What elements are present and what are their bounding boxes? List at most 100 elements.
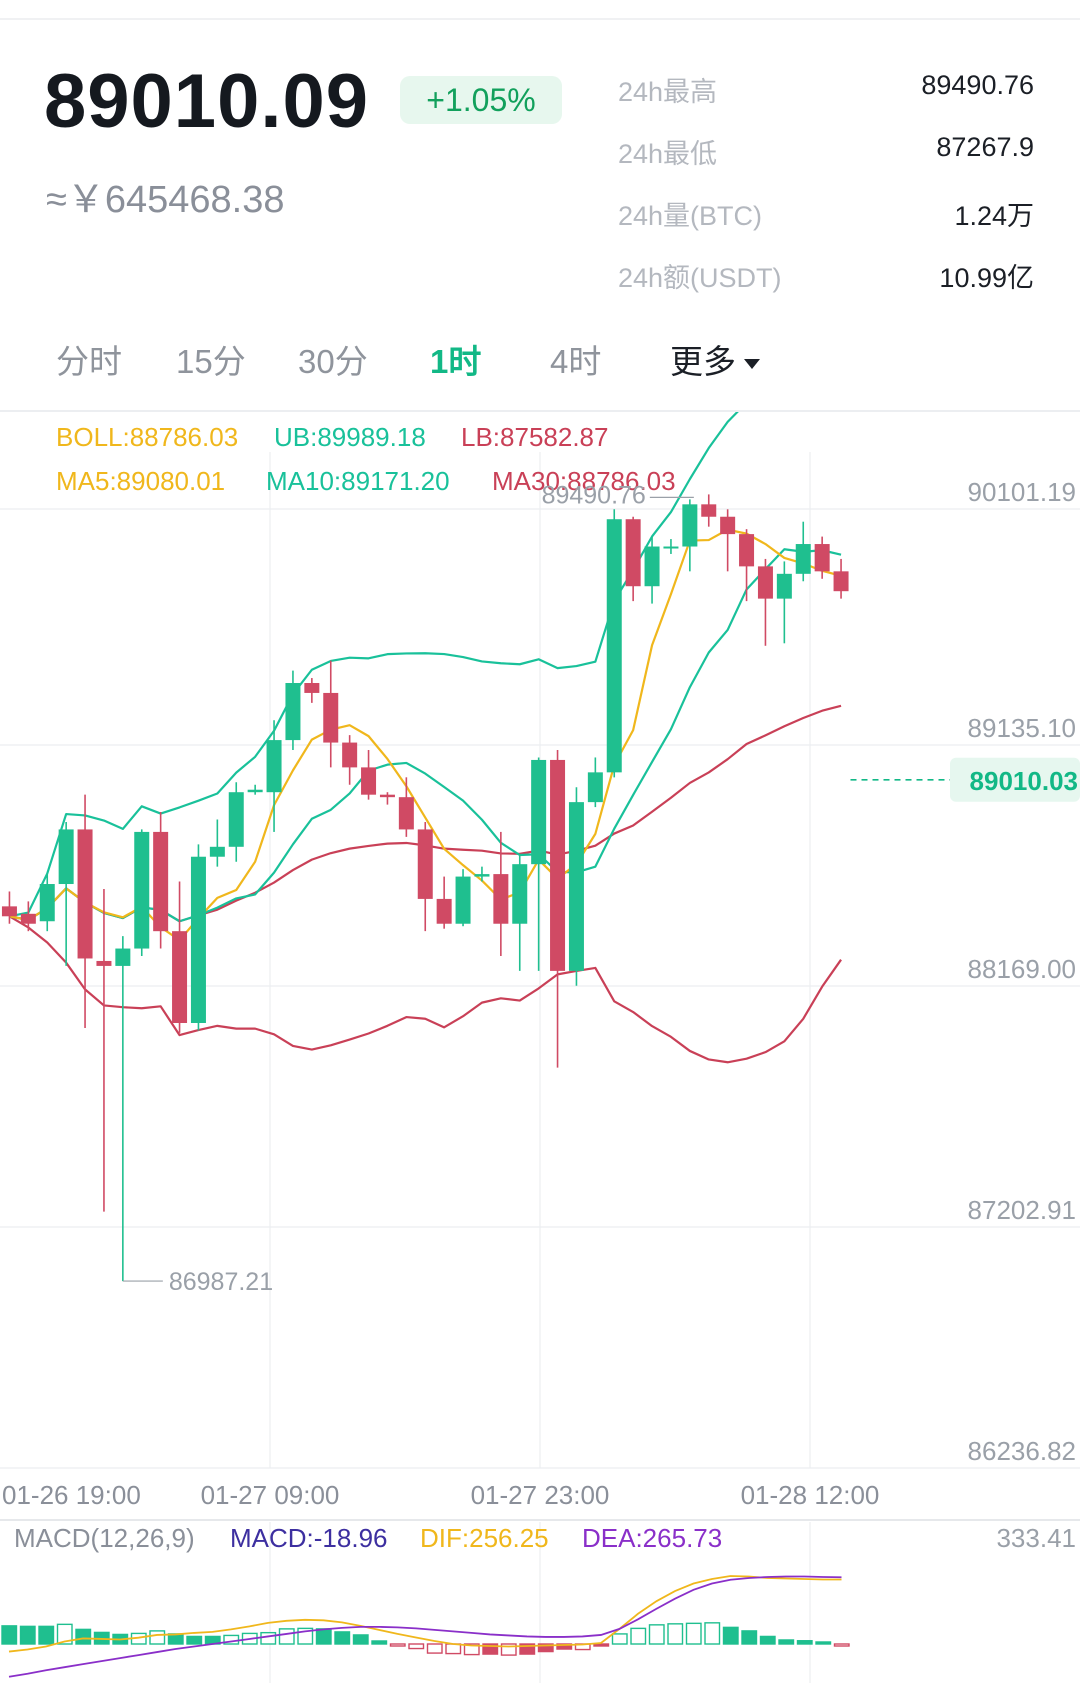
ma30-label: MA30:88786.03 xyxy=(492,466,676,496)
candle-body xyxy=(757,566,773,599)
candle-body xyxy=(550,759,566,971)
candle-body xyxy=(663,546,679,549)
stat-label-low: 24h最低 xyxy=(618,139,718,169)
last-price-tag xyxy=(950,757,1080,802)
tab-15m[interactable]: 15分 xyxy=(176,343,246,380)
stat-value-amount: 10.99亿 xyxy=(939,263,1034,293)
stat-label-volume: 24h量(BTC) xyxy=(618,201,763,231)
caret-down-icon xyxy=(744,359,760,370)
macd-bar xyxy=(685,1622,702,1645)
candle-body xyxy=(776,573,792,599)
top-divider xyxy=(0,18,1080,20)
macd-bar xyxy=(537,1643,554,1653)
candle-body xyxy=(228,792,244,847)
macd-bar xyxy=(833,1643,850,1647)
tab-1h[interactable]: 1时 xyxy=(430,343,482,380)
candle-body xyxy=(833,571,849,592)
candle-body xyxy=(682,504,698,547)
dea-value: DEA:265.73 xyxy=(582,1523,722,1553)
candle-body xyxy=(720,516,736,535)
candle-body xyxy=(190,856,206,1023)
macd-bar xyxy=(426,1643,443,1654)
candle-body xyxy=(96,960,112,966)
macd-bar xyxy=(593,1643,610,1647)
interval-tabs: 分时 15分 30分 1时 4时 更多 xyxy=(0,335,1080,385)
tab-30m[interactable]: 30分 xyxy=(298,343,368,380)
macd-bar xyxy=(630,1627,647,1645)
y-tick-label: 89135.10 xyxy=(968,713,1076,743)
macd-bar xyxy=(648,1624,665,1645)
candle-body xyxy=(474,874,490,877)
candle-body xyxy=(134,831,150,949)
candle-body xyxy=(644,546,660,587)
tab-time-sharing[interactable]: 分时 xyxy=(56,343,122,380)
candle-body xyxy=(20,913,36,924)
cny-price: ≈￥645468.38 xyxy=(46,179,285,221)
more-label: 更多 xyxy=(670,343,736,380)
boll-upper-line xyxy=(9,412,739,918)
macd-bar xyxy=(278,1628,295,1645)
macd-bar xyxy=(389,1643,406,1647)
macd-bar xyxy=(704,1622,721,1645)
x-tick-label: 01-27 23:00 xyxy=(471,1480,610,1510)
candle-body xyxy=(172,931,188,1023)
dif-line xyxy=(8,1575,842,1653)
y-tick-label: 87202.91 xyxy=(968,1195,1076,1225)
macd-bar xyxy=(463,1643,480,1656)
tab-4h[interactable]: 4时 xyxy=(550,343,602,380)
x-tick-label: 01-26 19:00 xyxy=(2,1480,141,1510)
macd-bar xyxy=(482,1643,499,1655)
candle-body xyxy=(1,906,17,917)
candle-body xyxy=(58,829,74,885)
macd-bar xyxy=(796,1640,813,1645)
candle-body xyxy=(701,504,717,517)
tab-more[interactable]: 更多 xyxy=(670,335,760,383)
tabs-divider xyxy=(0,410,1080,412)
stat-value-volume: 1.24万 xyxy=(954,201,1034,231)
macd-value: MACD:-18.96 xyxy=(230,1523,388,1553)
candle-body xyxy=(209,846,225,857)
ub-label: UB:89989.18 xyxy=(274,422,426,452)
x-tick-label: 01-27 09:00 xyxy=(201,1480,340,1510)
candle-body xyxy=(531,759,547,865)
candle-body xyxy=(795,544,811,574)
macd-bar xyxy=(75,1628,92,1645)
low-price-label: 86987.21 xyxy=(169,1268,273,1296)
stat-label-amount: 24h额(USDT) xyxy=(618,263,782,293)
last-price-tag-label: 89010.03 xyxy=(970,766,1078,796)
macd-bar xyxy=(315,1628,332,1645)
macd-bar xyxy=(519,1643,536,1655)
macd-bar xyxy=(260,1631,277,1645)
macd-bar xyxy=(1,1625,18,1645)
grid xyxy=(0,452,1080,1683)
stat-label-high: 24h最高 xyxy=(618,77,718,107)
kline-chart[interactable]: BOLL:88786.03 UB:89989.18 LB:87582.87 MA… xyxy=(0,412,1080,1683)
candle-body xyxy=(115,948,131,966)
macd-bar xyxy=(500,1643,517,1656)
boll-label: BOLL:88786.03 xyxy=(56,422,238,452)
y-tick-label: 88169.00 xyxy=(968,954,1076,984)
candle-body xyxy=(625,519,641,587)
macd-bar xyxy=(334,1631,351,1645)
macd-bar xyxy=(445,1643,462,1655)
macd-bar xyxy=(741,1630,758,1645)
macd-bar xyxy=(815,1641,832,1645)
macd-bar xyxy=(19,1625,36,1645)
candle-body xyxy=(739,534,755,567)
candle-body xyxy=(153,831,169,932)
macd-bar xyxy=(149,1630,166,1645)
ma5-label: MA5:89080.01 xyxy=(56,466,225,496)
candle-body xyxy=(323,692,339,743)
macd-bar xyxy=(778,1639,795,1645)
dif-value: DIF:256.25 xyxy=(420,1523,549,1553)
ma10-label: MA10:89171.20 xyxy=(266,466,450,496)
candle-body xyxy=(512,864,528,924)
candle-body xyxy=(417,829,433,899)
dea-line xyxy=(8,1575,842,1678)
candle-body xyxy=(77,829,93,959)
plot-area: 89490.76 86987.21 89010.03 xyxy=(1,412,1080,1678)
macd-bar xyxy=(38,1625,55,1645)
y-tick-label: 86236.82 xyxy=(968,1436,1076,1466)
macd-title: MACD(12,26,9) xyxy=(14,1523,195,1553)
candle-body xyxy=(247,789,263,793)
